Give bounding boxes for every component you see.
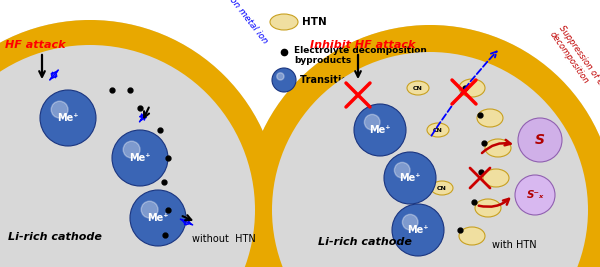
Text: S: S: [535, 133, 545, 147]
Circle shape: [123, 141, 140, 158]
Text: Suppression of electrolyte
decomposition: Suppression of electrolyte decomposition: [548, 24, 600, 125]
Text: Me⁺: Me⁺: [399, 173, 421, 183]
Ellipse shape: [485, 139, 511, 157]
Ellipse shape: [407, 81, 429, 95]
Circle shape: [403, 214, 418, 230]
Ellipse shape: [431, 181, 453, 195]
Text: CN: CN: [413, 85, 423, 91]
Circle shape: [141, 201, 158, 218]
Circle shape: [272, 68, 296, 92]
Ellipse shape: [459, 227, 485, 245]
Text: Me⁺: Me⁺: [407, 225, 429, 235]
Text: Me⁺: Me⁺: [147, 213, 169, 223]
Text: without  HTN: without HTN: [192, 234, 256, 244]
Text: Li-rich cathode: Li-rich cathode: [8, 232, 102, 242]
Circle shape: [0, 20, 280, 267]
Text: with HTN: with HTN: [492, 240, 536, 250]
Text: Inhibit HF attack: Inhibit HF attack: [310, 40, 415, 50]
Circle shape: [364, 114, 380, 130]
Text: Me⁺: Me⁺: [57, 113, 79, 123]
Circle shape: [245, 25, 600, 267]
Ellipse shape: [475, 199, 501, 217]
Circle shape: [40, 90, 96, 146]
Circle shape: [272, 52, 588, 267]
Text: Me⁺: Me⁺: [129, 153, 151, 163]
Text: Transition metal ion: Transition metal ion: [300, 75, 410, 85]
Ellipse shape: [477, 109, 503, 127]
Circle shape: [518, 118, 562, 162]
Circle shape: [0, 45, 255, 267]
Circle shape: [515, 175, 555, 215]
Text: Li-rich cathode: Li-rich cathode: [318, 237, 412, 247]
Circle shape: [245, 25, 600, 267]
Circle shape: [0, 20, 280, 267]
Text: Dissolution of transition metal ion: Dissolution of transition metal ion: [168, 0, 269, 45]
Circle shape: [51, 101, 68, 118]
Circle shape: [354, 104, 406, 156]
Text: CN: CN: [437, 186, 447, 190]
Circle shape: [394, 162, 410, 178]
Text: S⁻ₓ: S⁻ₓ: [526, 190, 544, 200]
Circle shape: [130, 190, 186, 246]
Circle shape: [112, 130, 168, 186]
Text: HF attack: HF attack: [5, 40, 65, 50]
Text: HTN: HTN: [302, 17, 327, 27]
Text: Me⁺: Me⁺: [369, 125, 391, 135]
Circle shape: [277, 73, 284, 80]
Ellipse shape: [483, 169, 509, 187]
Ellipse shape: [427, 123, 449, 137]
Circle shape: [392, 204, 444, 256]
Text: Mitigation of transition metal ion dissolution: Mitigation of transition metal ion disso…: [490, 0, 600, 12]
Text: CN: CN: [433, 128, 443, 132]
Ellipse shape: [459, 79, 485, 97]
Ellipse shape: [270, 14, 298, 30]
Text: Electrolyte decomposition
byproducts: Electrolyte decomposition byproducts: [294, 46, 427, 65]
Circle shape: [384, 152, 436, 204]
